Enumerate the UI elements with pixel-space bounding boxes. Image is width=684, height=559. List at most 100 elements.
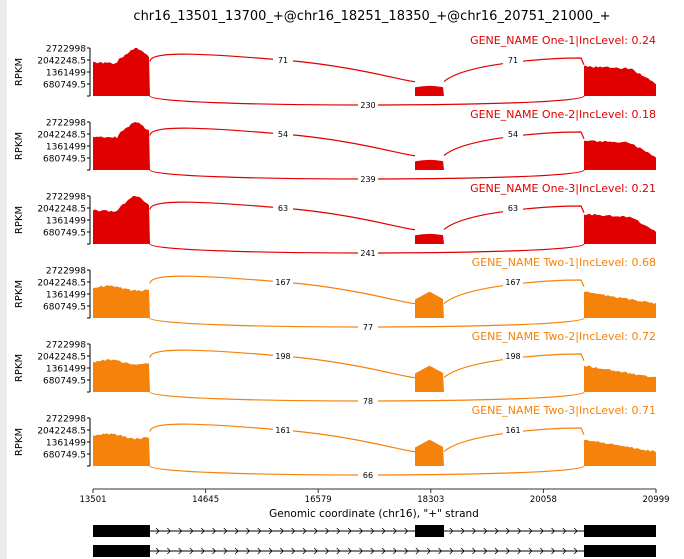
coverage-area bbox=[93, 433, 656, 466]
y-axis-label: RPKM bbox=[14, 206, 25, 234]
strand-arrow-icon bbox=[460, 547, 465, 555]
strand-arrow-icon bbox=[291, 527, 296, 535]
strand-arrow-icon bbox=[573, 527, 578, 535]
y-tick-label: 2042248.5 bbox=[37, 57, 86, 67]
strand-arrow-icon bbox=[449, 547, 454, 555]
strand-arrow-icon bbox=[336, 547, 341, 555]
strand-arrow-icon bbox=[370, 527, 375, 535]
strand-arrow-icon bbox=[257, 527, 262, 535]
inclusion-left-count-bg bbox=[273, 350, 293, 362]
strand-arrow-icon bbox=[393, 527, 397, 535]
strand-arrow-icon bbox=[234, 527, 239, 535]
inclusion-left-count: 63 bbox=[278, 204, 288, 213]
sample-panel: 2722998 2042248.5 1361499 680749.5 RPKM 198 19… bbox=[14, 330, 656, 407]
y-axis-label: RPKM bbox=[14, 280, 25, 308]
strand-arrow-icon bbox=[506, 527, 510, 535]
coverage-area bbox=[93, 122, 656, 170]
strand-arrow-icon bbox=[167, 547, 171, 555]
strand-arrow-icon bbox=[359, 527, 363, 535]
x-tick-label: 13501 bbox=[79, 495, 106, 505]
strand-arrow-icon bbox=[155, 527, 160, 535]
strand-arrow-icon bbox=[551, 547, 556, 555]
isoform-track bbox=[93, 525, 656, 537]
strand-arrow-icon bbox=[178, 527, 183, 535]
strand-arrow-icon bbox=[212, 527, 217, 535]
y-tick-label: 680749.5 bbox=[43, 229, 86, 239]
chart-title: chr16_13501_13700_+@chr16_18251_18350_+@… bbox=[133, 9, 610, 24]
inclusion-right-count-bg bbox=[503, 128, 523, 140]
strand-arrow-icon bbox=[189, 527, 194, 535]
strand-arrow-icon bbox=[472, 527, 476, 535]
sample-label: GENE_NAME One-1|IncLevel: 0.24 bbox=[470, 34, 656, 47]
inclusion-right-count-bg bbox=[503, 350, 523, 362]
strand-arrow-icon bbox=[280, 547, 284, 555]
y-tick-label: 2042248.5 bbox=[37, 427, 86, 437]
skipping-count-bg bbox=[358, 99, 378, 111]
skipping-count: 77 bbox=[363, 323, 373, 332]
skipping-count: 78 bbox=[363, 397, 373, 406]
strand-arrow-icon bbox=[325, 547, 330, 555]
sample-label: GENE_NAME One-3|IncLevel: 0.21 bbox=[470, 182, 656, 195]
sample-panel: 2722998 2042248.5 1361499 680749.5 RPKM 167 16… bbox=[14, 256, 656, 333]
sample-panel: 2722998 2042248.5 1361499 680749.5 RPKM 63 63 2… bbox=[14, 182, 656, 259]
y-tick-label: 1361499 bbox=[46, 291, 86, 301]
strand-arrow-icon bbox=[302, 527, 307, 535]
inclusion-left-count: 167 bbox=[275, 278, 290, 287]
skipping-count: 241 bbox=[360, 249, 375, 258]
strand-arrow-icon bbox=[404, 547, 409, 555]
y-tick-label: 2042248.5 bbox=[37, 205, 86, 215]
exon-block bbox=[93, 525, 150, 537]
sample-panel: 2722998 2042248.5 1361499 680749.5 RPKM 54 54 2… bbox=[14, 108, 656, 185]
y-tick-label: 680749.5 bbox=[43, 81, 86, 91]
y-tick-label: 1361499 bbox=[46, 365, 86, 375]
strand-arrow-icon bbox=[155, 547, 160, 555]
coverage-area bbox=[93, 285, 656, 318]
strand-arrow-icon bbox=[302, 547, 307, 555]
skipping-count-bg bbox=[358, 469, 378, 481]
strand-arrow-icon bbox=[404, 527, 409, 535]
inclusion-right-count-bg bbox=[503, 54, 523, 66]
y-axis-label: RPKM bbox=[14, 354, 25, 382]
exon-block bbox=[584, 525, 656, 537]
coverage-area bbox=[93, 48, 656, 96]
x-tick-label: 18303 bbox=[417, 495, 444, 505]
strand-arrow-icon bbox=[483, 527, 488, 535]
strand-arrow-icon bbox=[291, 547, 296, 555]
strand-arrow-icon bbox=[539, 527, 544, 535]
y-tick-label: 2722998 bbox=[46, 341, 86, 351]
strand-arrow-icon bbox=[347, 527, 352, 535]
skipping-count-bg bbox=[358, 173, 378, 185]
strand-arrow-icon bbox=[200, 527, 205, 535]
strand-arrow-icon bbox=[517, 527, 522, 535]
strand-arrow-icon bbox=[268, 547, 273, 555]
strand-arrow-icon bbox=[359, 547, 363, 555]
strand-arrow-icon bbox=[573, 547, 578, 555]
y-tick-label: 1361499 bbox=[46, 217, 86, 227]
strand-arrow-icon bbox=[562, 547, 567, 555]
inclusion-right-count: 71 bbox=[508, 56, 518, 65]
coverage-area bbox=[93, 196, 656, 244]
inclusion-right-count: 167 bbox=[505, 278, 520, 287]
strand-arrow-icon bbox=[223, 547, 228, 555]
skipping-count-bg bbox=[358, 321, 378, 333]
gene-model bbox=[93, 525, 656, 557]
skipping-count: 66 bbox=[363, 471, 373, 480]
strand-arrow-icon bbox=[506, 547, 510, 555]
strand-arrow-icon bbox=[494, 547, 499, 555]
strand-arrow-icon bbox=[393, 547, 397, 555]
y-tick-label: 2722998 bbox=[46, 45, 86, 55]
strand-arrow-icon bbox=[280, 527, 284, 535]
strand-arrow-icon bbox=[381, 547, 386, 555]
strand-arrow-icon bbox=[449, 527, 454, 535]
inclusion-left-count: 198 bbox=[275, 352, 290, 361]
y-tick-label: 1361499 bbox=[46, 69, 86, 79]
strand-arrow-icon bbox=[370, 547, 375, 555]
strand-arrow-icon bbox=[438, 547, 443, 555]
y-tick-label: 680749.5 bbox=[43, 451, 86, 461]
x-tick-label: 20999 bbox=[642, 495, 669, 505]
sample-label: GENE_NAME Two-2|IncLevel: 0.72 bbox=[472, 330, 656, 343]
strand-arrow-icon bbox=[517, 547, 522, 555]
y-tick-label: 2722998 bbox=[46, 267, 86, 277]
strand-arrow-icon bbox=[539, 547, 544, 555]
